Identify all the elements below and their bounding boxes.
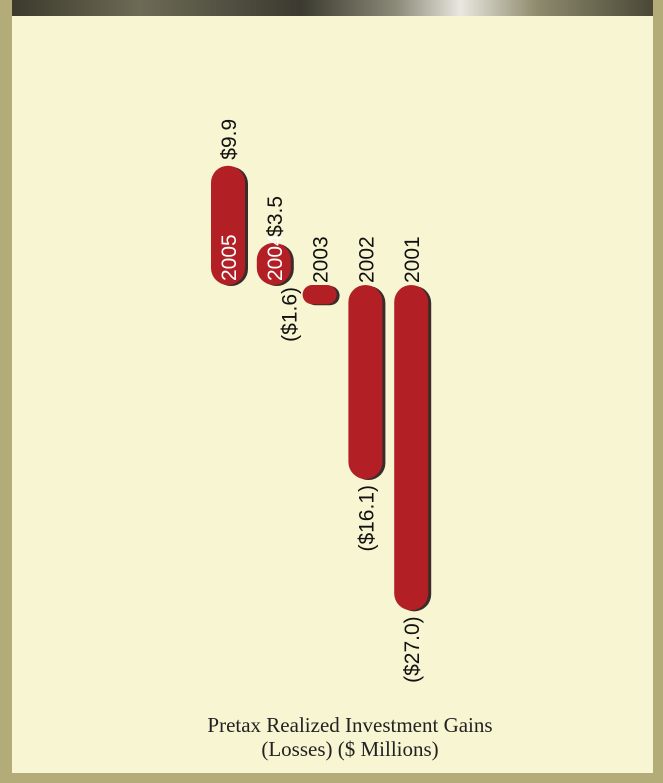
bar bbox=[394, 285, 428, 610]
category-label: 2003 bbox=[310, 236, 333, 283]
chart: 2005 $9.9 2004$3.5 2003 ($1.6) 2002 ($16.1) 200… bbox=[0, 0, 663, 783]
value-label: ($1.6) bbox=[279, 287, 302, 342]
value-label: ($16.1) bbox=[355, 485, 378, 552]
value-label: $9.9 bbox=[218, 119, 241, 160]
bar bbox=[348, 285, 382, 479]
page: 2005 $9.9 2004$3.5 2003 ($1.6) 2002 ($16.1) 200… bbox=[0, 0, 663, 783]
category-label: 2001 bbox=[401, 236, 424, 283]
bar bbox=[303, 285, 337, 304]
category-label: 2005 bbox=[218, 234, 241, 281]
value-label: ($27.0) bbox=[401, 616, 424, 683]
category-label: 2004 bbox=[264, 234, 287, 281]
category-label: 2002 bbox=[355, 236, 378, 283]
chart-title: Pretax Realized Investment Gains (Losses… bbox=[200, 713, 500, 761]
value-label: $3.5 bbox=[264, 196, 287, 237]
